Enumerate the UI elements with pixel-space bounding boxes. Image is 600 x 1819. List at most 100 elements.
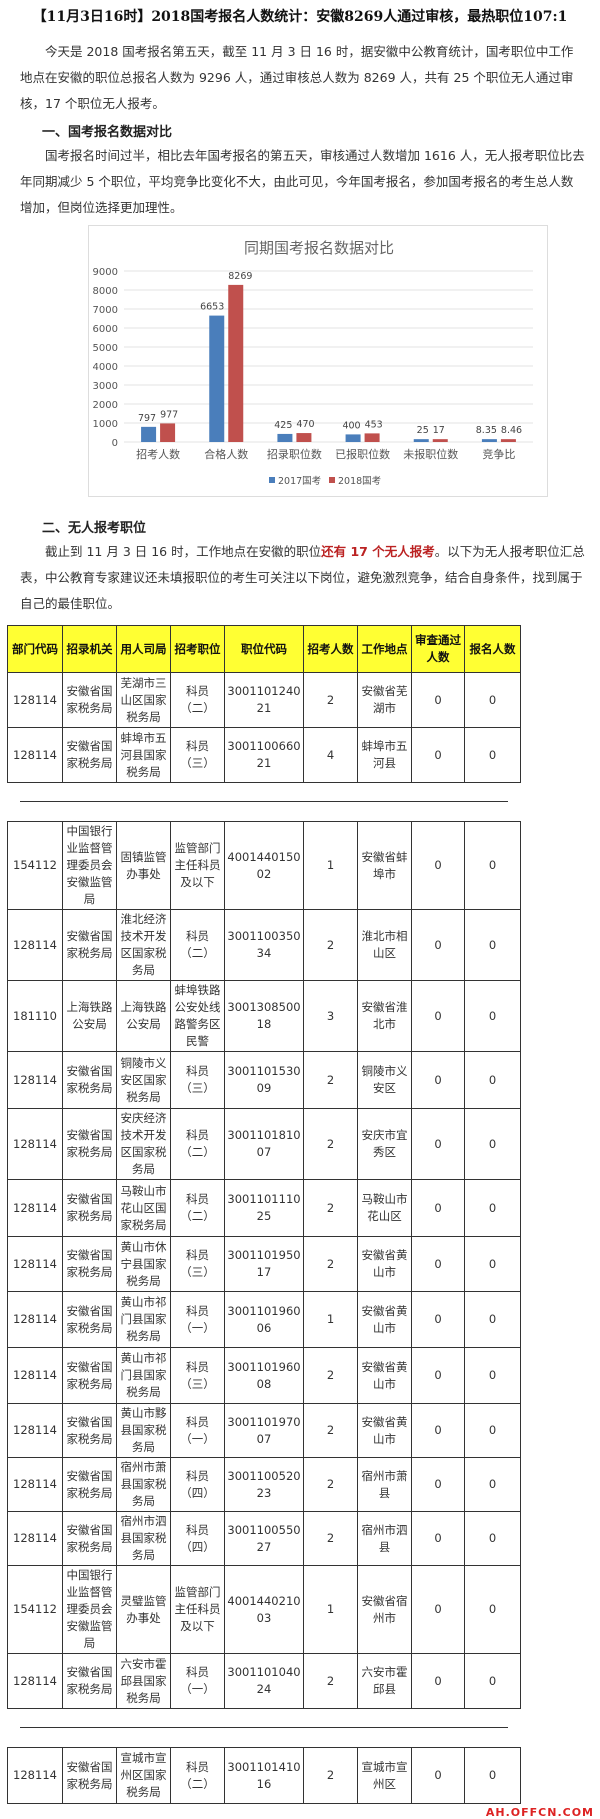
table-cell: 安徽省蚌埠市 — [357, 821, 412, 910]
table-cell: 0 — [411, 1747, 465, 1804]
table-row: 128114 安徽省国家税务局 黄山市祁门县国家税务局 科员（三） 3001101960… — [7, 1347, 521, 1404]
table-cell: 安徽省国家税务局 — [62, 727, 117, 783]
table-cell: 安徽省国家税务局 — [62, 1347, 117, 1404]
table-cell: 安徽省国家税务局 — [62, 1653, 117, 1709]
table-cell: 300110197007 — [224, 1403, 304, 1458]
table-cell: 300110066021 — [224, 727, 304, 783]
table-cell: 0 — [411, 1108, 465, 1180]
table-cell: 安徽省宿州市 — [357, 1565, 412, 1654]
section1-paragraph: 国考报名时间过半，相比去年国考报名的第五天，审核通过人数增加 1616 人，无人… — [20, 148, 585, 215]
table-cell: 0 — [464, 1291, 521, 1348]
table-cell: 宣城市宣州区国家税务局 — [116, 1747, 171, 1804]
table-cell: 0 — [411, 1403, 465, 1458]
table-cell: 监管部门主任科员及以下 — [170, 1565, 225, 1654]
table-cell: 300110055027 — [224, 1511, 304, 1566]
table-row: 128114 安徽省国家税务局 宿州市泗县国家税务局 科员（四） 30011005502… — [7, 1511, 521, 1566]
table-cell: 2 — [303, 672, 358, 728]
bar-2 — [228, 284, 244, 442]
table-row: 128114 安徽省国家税务局 六安市霍邱县国家税务局 科员（一） 3001101040… — [7, 1653, 521, 1709]
table-cell: 0 — [411, 1565, 465, 1654]
table-cell: 安徽省淮北市 — [357, 980, 412, 1052]
watermark-site: AH.OFFCN.COM — [485, 1806, 594, 1819]
data-label: 470 — [296, 419, 314, 430]
table-cell: 2 — [303, 1403, 358, 1458]
chart-svg: 同期国考报名数据对比 0 1000 2000 3000 4000 5000 6000 7000… — [93, 239, 533, 487]
table-cell: 科员（二） — [170, 1108, 225, 1180]
column-header: 审查通过人数 — [411, 625, 465, 673]
table-cell: 400144021003 — [224, 1565, 304, 1654]
table-cell: 128114 — [7, 1457, 63, 1512]
x-tick-label: 招考人数 — [136, 447, 180, 461]
table-cell: 0 — [464, 1108, 521, 1180]
table-cell: 128114 — [7, 672, 63, 728]
bar-2 — [364, 433, 380, 442]
text: 截止到 11 月 3 日 16 时，工作地点在安徽的职位 — [45, 544, 322, 559]
table-cell: 蚌埠铁路公安处线路警务区民警 — [170, 980, 225, 1052]
table-cell: 宿州市泗县 — [357, 1511, 412, 1566]
legend-label: 2018国考 — [338, 476, 381, 487]
table-cell: 0 — [411, 1179, 465, 1237]
table-cell: 2 — [303, 1051, 358, 1109]
table-cell: 2 — [303, 1653, 358, 1709]
table-cell: 淮北经济技术开发区国家税务局 — [116, 909, 171, 981]
bar-2 — [500, 439, 516, 442]
intro-paragraph: 今天是 2018 国考报名第五天，截至 11 月 3 日 16 时，据安徽中公教… — [20, 44, 574, 111]
x-tick-label: 竞争比 — [482, 447, 515, 461]
table-cell: 0 — [464, 1653, 521, 1709]
table-cell: 0 — [464, 821, 521, 910]
bar-1 — [345, 434, 361, 442]
column-header: 工作地点 — [357, 625, 412, 673]
table-cell: 科员（二） — [170, 1747, 225, 1804]
table-cell: 科员（三） — [170, 1236, 225, 1292]
table-cell: 监管部门主任科员及以下 — [170, 821, 225, 910]
table-cell: 300110195017 — [224, 1236, 304, 1292]
bar-chart: 同期国考报名数据对比 0 1000 2000 3000 4000 5000 6000 7000… — [88, 225, 548, 497]
table-row: 154112 中国银行业监督管理委员会安徽监管局 固镇监管办事处 监管部门主任科员及以… — [7, 821, 521, 910]
bar-2 — [432, 439, 448, 442]
x-tick-label: 招录职位数 — [267, 447, 322, 461]
table-cell: 科员（三） — [170, 727, 225, 783]
x-tick-label: 合格人数 — [204, 447, 248, 461]
data-label: 453 — [365, 419, 383, 430]
table-cell: 中国银行业监督管理委员会安徽监管局 — [62, 1565, 117, 1654]
table-cell: 安庆经济技术开发区国家税务局 — [116, 1108, 171, 1180]
y-tick-label: 2000 — [93, 400, 118, 411]
table-row: 128114 安徽省国家税务局 安庆经济技术开发区国家税务局 科员（二） 3001101… — [7, 1108, 521, 1180]
table-cell: 安徽省国家税务局 — [62, 1179, 117, 1237]
data-label: 25 — [417, 425, 429, 436]
table-cell: 0 — [464, 727, 521, 783]
table-cell: 0 — [464, 1179, 521, 1237]
table-cell: 科员（四） — [170, 1511, 225, 1566]
table-cell: 科员（一） — [170, 1291, 225, 1348]
vacant-positions-table-part1: 部门代码 招录机关 用人司局 招考职位 职位代码 招考人数 工作地点 审查通过人数 报名人数 12… — [7, 625, 521, 783]
legend-label: 2017国考 — [278, 476, 321, 487]
table-cell: 0 — [411, 1347, 465, 1404]
table-cell: 固镇监管办事处 — [116, 821, 171, 910]
legend-swatch — [269, 477, 275, 483]
table-cell: 154112 — [7, 1565, 63, 1654]
table-cell: 0 — [411, 1236, 465, 1292]
table-cell: 2 — [303, 1236, 358, 1292]
table-cell: 黄山市祁门县国家税务局 — [116, 1291, 171, 1348]
y-tick-label: 5000 — [93, 343, 118, 354]
table-cell: 0 — [464, 980, 521, 1052]
table-cell: 芜湖市三山区国家税务局 — [116, 672, 171, 728]
table-cell: 安徽省国家税务局 — [62, 1747, 117, 1804]
table-cell: 黄山市祁门县国家税务局 — [116, 1347, 171, 1404]
y-tick-label: 1000 — [93, 419, 118, 430]
bar-1 — [481, 439, 497, 442]
bar-1 — [209, 315, 225, 442]
table-cell: 300130850018 — [224, 980, 304, 1052]
column-header: 报名人数 — [464, 625, 521, 673]
table-cell: 科员（二） — [170, 672, 225, 728]
table-row: 128114 安徽省国家税务局 黄山市祁门县国家税务局 科员（一） 3001101960… — [7, 1291, 521, 1348]
table-cell: 0 — [464, 1747, 521, 1804]
table-cell: 300110153009 — [224, 1051, 304, 1109]
table-cell: 300110111025 — [224, 1179, 304, 1237]
table-cell: 128114 — [7, 1747, 63, 1804]
table-cell: 0 — [464, 1236, 521, 1292]
legend-swatch — [329, 477, 335, 483]
table-cell: 蚌埠市五河县 — [357, 727, 412, 783]
table-cell: 0 — [464, 1347, 521, 1404]
table-cell: 0 — [464, 1565, 521, 1654]
